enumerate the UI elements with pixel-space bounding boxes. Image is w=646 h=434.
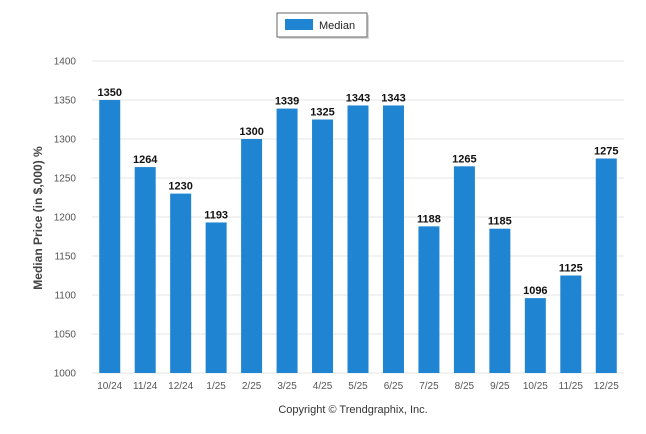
bar-12-24[interactable] [170,193,192,373]
y-tick-label: 1000 [54,369,77,380]
bar-4-25[interactable] [312,119,334,374]
bars-group [99,100,617,374]
x-tick-label: 2/25 [242,381,262,392]
y-tick-label: 1100 [54,291,76,302]
bar-10-24[interactable] [99,100,121,373]
x-tick-label: 7/25 [419,381,439,392]
x-tick-label: 8/25 [455,381,475,392]
y-tick-label: 1050 [54,330,77,341]
x-tick-label: 9/25 [490,381,510,392]
x-tick-label: 12/25 [594,381,619,392]
x-tick-label: 4/25 [313,381,333,392]
bar-12-25[interactable] [595,158,617,374]
bar-11-24[interactable] [134,167,156,373]
bar-1-25[interactable] [205,222,227,373]
data-label: 1343 [346,92,370,104]
x-tick-label: 10/25 [523,381,548,392]
legend[interactable]: Median [276,12,369,39]
data-label: 1193 [204,209,228,221]
x-tick-label: 11/25 [559,381,584,392]
y-tick-label: 1200 [54,213,77,224]
bar-8-25[interactable] [453,166,475,373]
legend-swatch-median [285,19,313,30]
y-tick-label: 1400 [54,57,77,68]
bar-10-25[interactable] [524,298,546,373]
y-axis-title: Median Price (in $,000) % [31,146,45,290]
x-tick-label: 1/25 [206,381,226,392]
x-tick-label: 6/25 [384,381,404,392]
bar-11-25[interactable] [560,275,582,374]
bar-5-25[interactable] [347,105,369,374]
data-labels-group: 1350 1264 1230 1193 1300 1339 1325 1343 1343 1188… [97,87,618,297]
data-label: 1275 [594,146,618,158]
x-tick-label: 11/24 [133,381,158,392]
x-tick-label: 12/24 [168,381,193,392]
bar-6-25[interactable] [382,105,404,374]
bar-7-25[interactable] [418,226,440,373]
data-label: 1300 [239,126,263,138]
copyright-text: Copyright © Trendgraphix, Inc. [278,404,427,416]
y-tick-label: 1150 [54,252,76,263]
bar-3-25[interactable] [276,108,298,373]
y-tick-label: 1300 [54,135,77,146]
y-axis-ticks: 1000 1050 1100 1150 1200 1250 1300 1350 1400 [54,57,77,380]
x-tick-label: 10/24 [97,381,122,392]
y-tick-label: 1350 [54,96,77,107]
data-label: 1096 [523,285,547,297]
data-label: 1264 [133,154,158,166]
data-label: 1339 [275,96,299,108]
data-label: 1325 [310,107,334,119]
data-label: 1230 [168,181,192,193]
bar-2-25[interactable] [241,139,263,373]
x-tick-label: 3/25 [277,381,297,392]
data-label: 1350 [97,87,121,99]
y-tick-label: 1250 [54,174,77,185]
legend-label-median: Median [319,20,355,32]
x-tick-label: 5/25 [348,381,368,392]
data-label: 1125 [559,263,583,275]
data-label: 1265 [452,153,476,165]
x-axis-ticks: 10/24 11/24 12/24 1/25 2/25 3/25 4/25 5/25 6/25 7… [97,381,619,392]
bar-9-25[interactable] [489,228,511,373]
data-label: 1188 [417,213,441,225]
data-label: 1185 [488,216,512,228]
data-label: 1343 [381,92,405,104]
